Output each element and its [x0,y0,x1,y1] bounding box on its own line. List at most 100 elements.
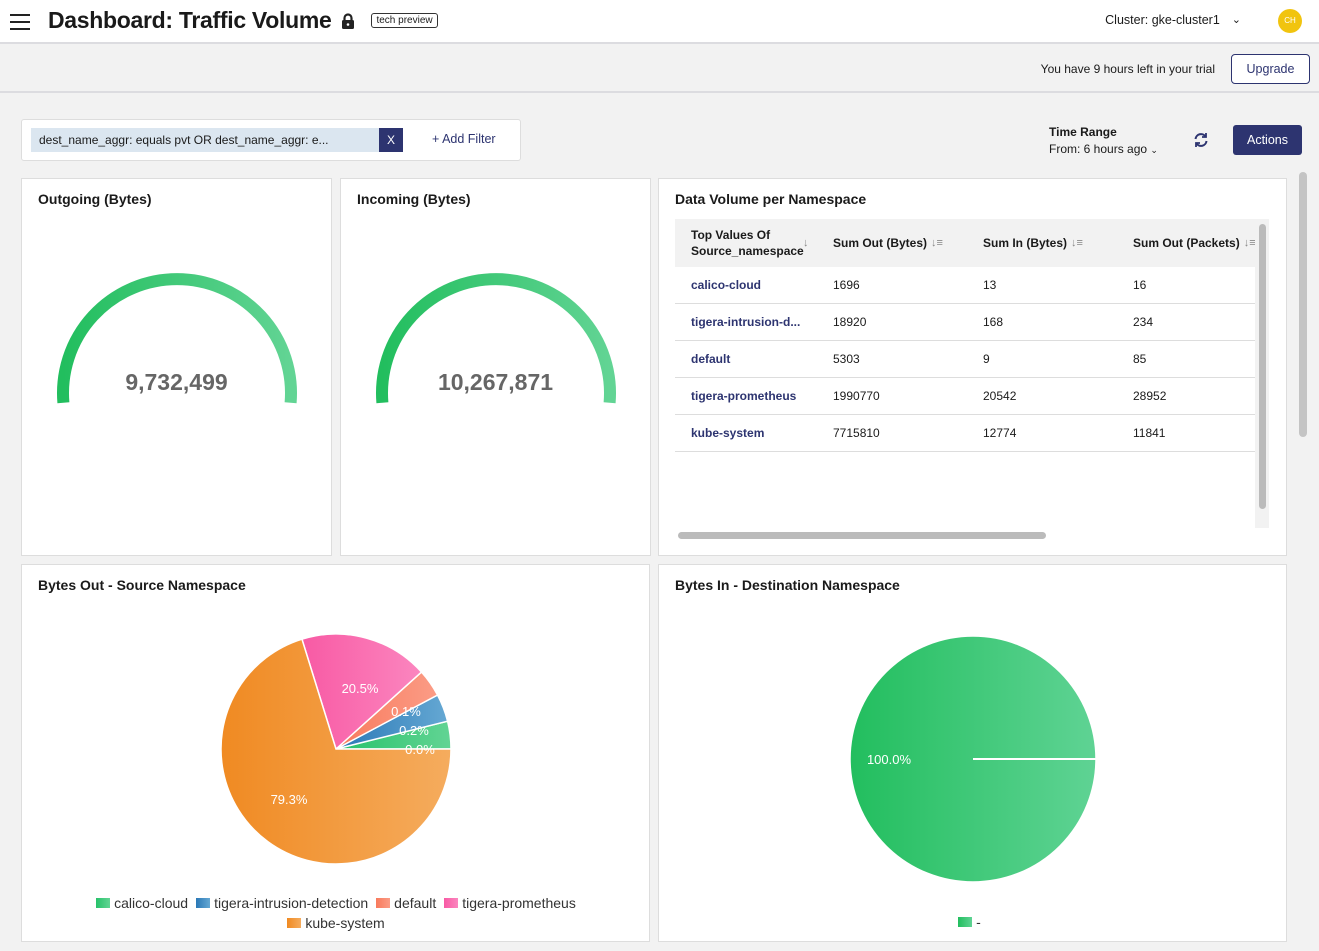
legend-label: kube-system [305,915,385,931]
gauge-value: 10,267,871 [437,369,554,395]
remove-filter-button[interactable]: X [379,128,403,152]
lock-icon [342,12,355,29]
pie-label: 20.5% [342,681,379,696]
panel-title: Bytes Out - Source Namespace [38,577,246,593]
gauge-arc [57,273,297,404]
pie-slice-kube-system[interactable] [220,638,452,865]
outgoing-gauge [57,273,297,404]
legend-item[interactable]: calico-cloud [96,893,188,913]
table-cell: 1990770 [833,389,880,403]
namespace-link[interactable]: tigera-prometheus [691,389,797,403]
pie-label: 0.0% [405,742,435,757]
panel-title: Bytes In - Destination Namespace [675,577,900,593]
avatar[interactable]: CH [1278,9,1302,33]
filter-bar: dest_name_aggr: equals pvt OR dest_name_… [21,119,521,161]
legend-swatch [958,917,973,927]
table-header: Top Values Of Source_namespace ↓ Sum Out … [675,219,1269,267]
outgoing-gauge-panel: Outgoing (Bytes) 9,732,499 [21,178,332,556]
namespace-link[interactable]: calico-cloud [691,278,762,292]
table-cell: 168 [983,315,1004,329]
cluster-label: Cluster: gke-cluster1 [1105,13,1220,27]
filter-chip[interactable]: dest_name_aggr: equals pvt OR dest_name_… [31,128,379,152]
legend-label: calico-cloud [114,895,189,911]
chart-legend: - [659,914,1288,930]
pie-label: 0.1% [391,704,421,719]
table-cell: 12774 [983,426,1017,440]
legend-item[interactable]: - [958,914,981,930]
gauge-value: 9,732,499 [125,369,228,395]
namespace-link[interactable]: kube-system [691,426,765,440]
table-vertical-scrollbar[interactable] [1255,220,1269,528]
namespace-link[interactable]: tigera-intrusion-d... [691,315,801,329]
bytes-out-pie-chart: 0.0% 0.2% 0.1% 20.5% 79.3% [220,633,452,865]
legend-item[interactable]: default [376,893,436,913]
table-cell: 5303 [833,352,860,366]
table-row: calico-cloud 1696 13 16 [675,267,1269,304]
pie-slice-tigera-prometheus[interactable] [301,633,423,751]
actions-button[interactable]: Actions [1233,125,1302,155]
sort-icon: ↓≡ [1243,237,1256,249]
time-range-value: From: 6 hours ago [1049,142,1148,156]
trial-text: You have 9 hours left in your trial [1040,62,1215,76]
table-horizontal-scrollbar[interactable] [675,529,1255,541]
column-header[interactable]: Top Values Of Source_namespace ↓ [691,228,809,258]
chevron-down-icon: ⌄ [1231,14,1241,26]
table-cell: 28952 [1133,389,1167,403]
legend-label: tigera-prometheus [462,895,576,911]
incoming-gauge [376,273,616,404]
legend-item[interactable]: tigera-intrusion-detection [196,893,368,913]
pie-label: 100.0% [867,752,912,767]
bytes-in-pie-chart: 100.0% [849,635,1097,883]
legend-label: - [976,914,981,930]
table-cell: 234 [1133,315,1154,329]
column-header[interactable]: Sum In (Bytes) ↓≡ [983,236,1083,250]
table-cell: 11841 [1133,426,1166,440]
table-cell: 18920 [833,315,867,329]
tech-preview-badge: tech preview [371,13,438,28]
table-cell: 1696 [833,278,860,292]
legend-swatch [376,898,391,908]
page-scrollbar[interactable] [1296,170,1310,951]
bytes-in-panel: Bytes In - Destination Namespace 100.0% … [658,564,1287,942]
table-row: default 5303 9 85 [675,341,1269,378]
legend-item[interactable]: kube-system [287,913,385,933]
sort-icon: ↓ [803,237,809,249]
pie-label: 0.2% [399,723,429,738]
incoming-gauge-panel: Incoming (Bytes) 10,267,871 [340,178,651,556]
legend-swatch [196,898,211,908]
table-cell: 16 [1133,278,1147,292]
panel-title: Outgoing (Bytes) [38,191,152,207]
refresh-icon[interactable] [1192,131,1210,149]
table-cell: 13 [983,278,997,292]
upgrade-button[interactable]: Upgrade [1231,54,1310,84]
legend-label: default [394,895,437,911]
column-header[interactable]: Sum Out (Packets) ↓≡ [1133,236,1256,250]
legend-swatch [96,898,111,908]
chart-legend: calico-cloud tigera-intrusion-detection de… [50,893,630,933]
namespace-table-panel: Data Volume per Namespace Top Values Of … [658,178,1287,556]
time-range-label: Time Range [1049,125,1117,139]
table-cell: 9 [983,352,990,366]
gauge-arc [376,273,616,404]
namespace-table: Top Values Of Source_namespace ↓ Sum Out … [675,219,1269,529]
add-filter-button[interactable]: + Add Filter [432,132,496,146]
column-header[interactable]: Sum Out (Bytes) ↓≡ [833,236,943,250]
time-range-selector[interactable]: From: 6 hours ago ⌄ [1049,142,1158,156]
top-header: Dashboard: Traffic Volume tech preview C… [0,0,1319,44]
panel-title: Data Volume per Namespace [675,191,867,207]
legend-item[interactable]: tigera-prometheus [444,893,576,913]
panel-title: Incoming (Bytes) [357,191,471,207]
legend-label: tigera-intrusion-detection [214,895,369,911]
page-title: Dashboard: Traffic Volume [48,7,332,33]
legend-swatch [444,898,459,908]
table-cell: 85 [1133,352,1147,366]
hamburger-menu-icon[interactable] [10,14,30,30]
trial-banner: You have 9 hours left in your trial [0,46,1319,93]
legend-swatch [287,918,302,928]
cluster-selector[interactable]: Cluster: gke-cluster1 ⌄ [1105,13,1241,27]
table-cell: 7715810 [833,426,880,440]
table-row: kube-system 7715810 12774 11841 [675,415,1269,452]
sort-icon: ↓≡ [1071,237,1083,249]
sort-icon: ↓≡ [931,237,943,249]
namespace-link[interactable]: default [691,352,731,366]
